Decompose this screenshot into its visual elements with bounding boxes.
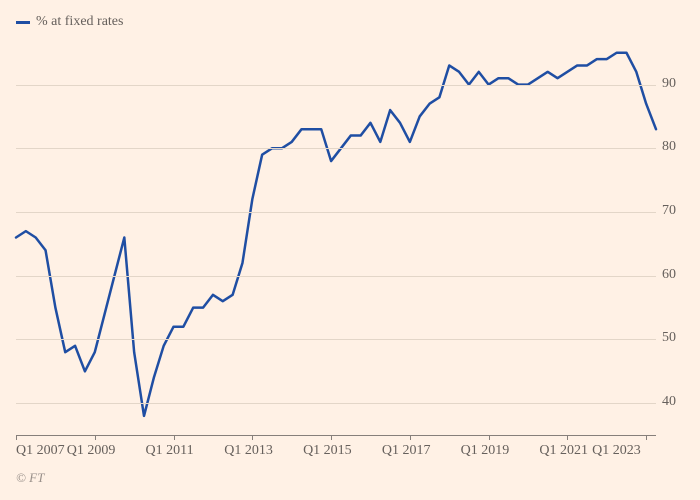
chart-container: % at fixed rates 405060708090Q1 2007Q1 2… bbox=[0, 0, 700, 500]
series-path bbox=[16, 53, 656, 416]
y-tick-label: 50 bbox=[662, 330, 676, 346]
x-tick bbox=[174, 435, 175, 440]
legend: % at fixed rates bbox=[16, 14, 123, 30]
line-series bbox=[16, 40, 656, 435]
legend-swatch bbox=[16, 21, 30, 24]
gridline bbox=[16, 339, 656, 340]
x-tick bbox=[489, 435, 490, 440]
legend-label: % at fixed rates bbox=[36, 14, 123, 30]
gridline bbox=[16, 276, 656, 277]
x-tick bbox=[331, 435, 332, 440]
y-tick-label: 40 bbox=[662, 394, 676, 410]
x-tick bbox=[646, 435, 647, 440]
gridline bbox=[16, 403, 656, 404]
gridline bbox=[16, 85, 656, 86]
y-tick-label: 60 bbox=[662, 267, 676, 283]
x-tick bbox=[95, 435, 96, 440]
y-tick-label: 90 bbox=[662, 76, 676, 92]
y-tick-label: 70 bbox=[662, 203, 676, 219]
x-tick bbox=[410, 435, 411, 440]
x-axis-baseline bbox=[16, 435, 656, 436]
gridline bbox=[16, 148, 656, 149]
x-tick-label: Q1 2013 bbox=[224, 443, 273, 459]
x-tick-label: Q1 2011 bbox=[146, 443, 194, 459]
x-tick-label: Q1 2021 bbox=[539, 443, 588, 459]
x-tick-label: Q1 2019 bbox=[461, 443, 510, 459]
y-tick-label: 80 bbox=[662, 139, 676, 155]
x-tick bbox=[16, 435, 17, 440]
x-tick-label: Q1 2023 bbox=[592, 443, 641, 459]
source-text: © FT bbox=[16, 470, 44, 486]
x-tick-label: Q1 2015 bbox=[303, 443, 352, 459]
x-tick bbox=[252, 435, 253, 440]
gridline bbox=[16, 212, 656, 213]
x-tick-label: Q1 2017 bbox=[382, 443, 431, 459]
plot-area: 405060708090Q1 2007Q1 2009Q1 2011Q1 2013… bbox=[16, 40, 656, 435]
x-tick-label: Q1 2007 bbox=[16, 443, 65, 459]
x-tick bbox=[567, 435, 568, 440]
x-tick-label: Q1 2009 bbox=[67, 443, 116, 459]
